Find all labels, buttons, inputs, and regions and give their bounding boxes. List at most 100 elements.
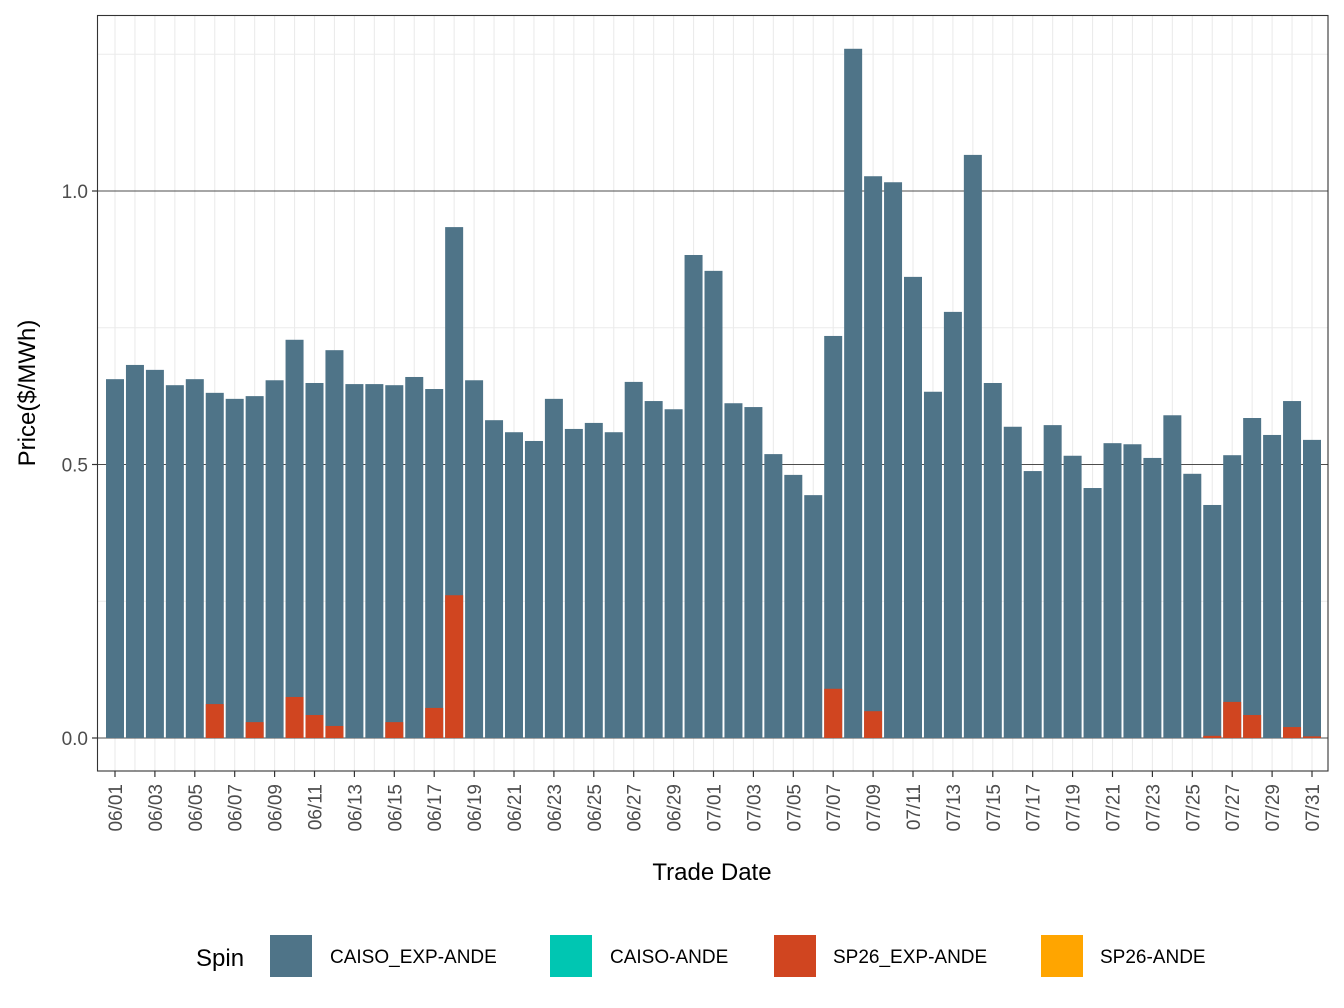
y-tick-label: 0.0 <box>62 729 88 750</box>
bar-sp26-exp-ande-07-26 <box>1203 735 1222 738</box>
x-tick-label: 07/03 <box>744 784 765 832</box>
legend-label-caiso-exp-ande: CAISO_EXP-ANDE <box>330 947 497 968</box>
legend-key-caiso-exp-ande <box>270 935 312 977</box>
bar-caiso-exp-ande-07-20 <box>1083 488 1102 738</box>
bar-sp26-exp-ande-07-07 <box>824 688 843 738</box>
bar-sp26-exp-ande-06-15 <box>385 722 404 738</box>
x-tick-label: 07/29 <box>1263 784 1284 832</box>
legend: Spin CAISO_EXP-ANDE CAISO-ANDE SP26_EXP-… <box>196 935 1206 977</box>
bar-caiso-exp-ande-07-19 <box>1063 455 1082 738</box>
legend-key-caiso-ande <box>550 935 592 977</box>
x-tick-label: 06/27 <box>625 784 646 832</box>
plot-panel <box>96 14 1329 772</box>
legend-item-sp26-exp-ande: SP26_EXP-ANDE <box>774 935 987 977</box>
bar-caiso-exp-ande-07-04 <box>764 454 783 738</box>
bar-caiso-exp-ande-06-11 <box>305 382 324 738</box>
bar-caiso-exp-ande-07-14 <box>963 154 982 738</box>
bar-caiso-exp-ande-06-06 <box>205 392 224 738</box>
bar-caiso-exp-ande-07-22 <box>1123 444 1142 738</box>
x-tick-label: 07/11 <box>904 784 925 830</box>
x-tick-label: 07/27 <box>1223 784 1244 832</box>
bar-sp26-exp-ande-06-10 <box>285 696 304 738</box>
x-tick-label: 07/19 <box>1064 784 1085 832</box>
bar-caiso-exp-ande-07-26 <box>1203 504 1222 738</box>
bar-sp26-exp-ande-06-12 <box>325 725 344 738</box>
bar-caiso-exp-ande-06-01 <box>106 379 124 738</box>
bar-caiso-exp-ande-06-29 <box>664 409 683 738</box>
bar-caiso-exp-ande-07-17 <box>1023 471 1042 738</box>
legend-item-sp26-ande: SP26-ANDE <box>1041 935 1206 977</box>
bar-caiso-exp-ande-06-05 <box>185 379 204 738</box>
bar-sp26-exp-ande-07-31 <box>1303 736 1321 738</box>
legend-key-sp26-exp-ande <box>774 935 816 977</box>
bar-caiso-exp-ande-06-15 <box>385 385 404 738</box>
bar-caiso-exp-ande-06-28 <box>644 401 663 738</box>
y-tick-label: 0.5 <box>62 456 88 477</box>
legend-item-caiso-exp-ande: CAISO_EXP-ANDE <box>270 935 497 977</box>
bar-caiso-exp-ande-07-05 <box>784 474 803 738</box>
bar-caiso-exp-ande-07-28 <box>1243 418 1262 738</box>
bar-caiso-exp-ande-06-24 <box>564 428 583 738</box>
x-tick-label: 07/15 <box>984 784 1005 832</box>
x-tick-label: 06/29 <box>665 784 686 832</box>
bar-caiso-exp-ande-07-25 <box>1183 473 1202 738</box>
bar-caiso-exp-ande-07-18 <box>1043 425 1062 738</box>
x-tick-label: 07/13 <box>944 784 965 832</box>
bar-caiso-exp-ande-06-16 <box>405 376 424 738</box>
x-tick-label: 06/01 <box>106 784 127 832</box>
bar-caiso-exp-ande-07-31 <box>1303 439 1321 738</box>
bar-sp26-exp-ande-07-30 <box>1283 727 1302 738</box>
bar-sp26-exp-ande-06-11 <box>305 715 324 738</box>
legend-label-sp26-ande: SP26-ANDE <box>1100 947 1206 968</box>
bar-caiso-exp-ande-07-16 <box>1003 426 1022 738</box>
bar-caiso-exp-ande-07-09 <box>864 176 883 738</box>
x-tick-label: 06/25 <box>585 784 606 832</box>
bar-caiso-exp-ande-07-27 <box>1223 455 1242 738</box>
bar-caiso-exp-ande-06-13 <box>345 384 364 738</box>
bar-caiso-exp-ande-06-04 <box>165 385 184 738</box>
bar-caiso-exp-ande-06-19 <box>465 380 484 738</box>
bar-caiso-exp-ande-06-08 <box>245 396 264 738</box>
bar-caiso-exp-ande-07-21 <box>1103 443 1122 738</box>
bar-caiso-exp-ande-06-12 <box>325 350 344 738</box>
bar-caiso-exp-ande-06-22 <box>524 440 543 738</box>
bar-caiso-exp-ande-07-08 <box>844 48 863 738</box>
x-axis: 06/01 06/03 06/05 06/07 06/09 06/11 06/13 06/15… <box>106 771 1324 832</box>
bar-caiso-exp-ande-07-29 <box>1263 434 1282 738</box>
legend-key-sp26-ande <box>1041 935 1083 977</box>
bar-caiso-exp-ande-06-10 <box>285 339 304 738</box>
bar-caiso-exp-ande-06-20 <box>485 420 504 738</box>
x-tick-label: 07/07 <box>824 784 845 832</box>
bar-sp26-exp-ande-06-17 <box>425 707 444 738</box>
legend-title: Spin <box>196 945 244 972</box>
bar-sp26-exp-ande-07-28 <box>1243 715 1262 738</box>
x-tick-label: 07/05 <box>784 784 805 832</box>
x-tick-label: 07/17 <box>1024 784 1045 832</box>
bar-sp26-exp-ande-07-09 <box>864 711 883 738</box>
y-axis: 0.0 0.5 1.0 <box>62 182 97 750</box>
y-axis-title: Price($/MWh) <box>14 320 41 467</box>
x-tick-label: 06/07 <box>226 784 247 832</box>
bars <box>106 48 1321 739</box>
x-tick-label: 07/09 <box>864 784 885 832</box>
x-tick-label: 06/11 <box>306 784 327 830</box>
bar-caiso-exp-ande-06-30 <box>684 254 703 738</box>
bar-caiso-exp-ande-06-26 <box>604 432 623 738</box>
x-tick-label: 06/09 <box>266 784 287 832</box>
x-tick-label: 07/31 <box>1303 784 1324 832</box>
legend-label-sp26-exp-ande: SP26_EXP-ANDE <box>833 947 987 968</box>
x-tick-label: 06/19 <box>465 784 486 832</box>
bar-caiso-exp-ande-06-25 <box>584 422 603 738</box>
x-tick-label: 06/15 <box>385 784 406 832</box>
bar-caiso-exp-ande-07-15 <box>983 382 1002 738</box>
x-axis-title: Trade Date <box>652 859 771 886</box>
bar-caiso-exp-ande-07-03 <box>744 407 763 738</box>
bar-caiso-exp-ande-07-11 <box>904 276 922 738</box>
legend-item-caiso-ande: CAISO-ANDE <box>550 935 728 977</box>
bar-caiso-exp-ande-07-13 <box>943 311 962 738</box>
bar-caiso-exp-ande-07-02 <box>724 403 743 738</box>
bar-caiso-exp-ande-07-07 <box>824 335 843 738</box>
bar-sp26-exp-ande-07-27 <box>1223 701 1242 738</box>
bar-caiso-exp-ande-07-12 <box>923 391 942 738</box>
